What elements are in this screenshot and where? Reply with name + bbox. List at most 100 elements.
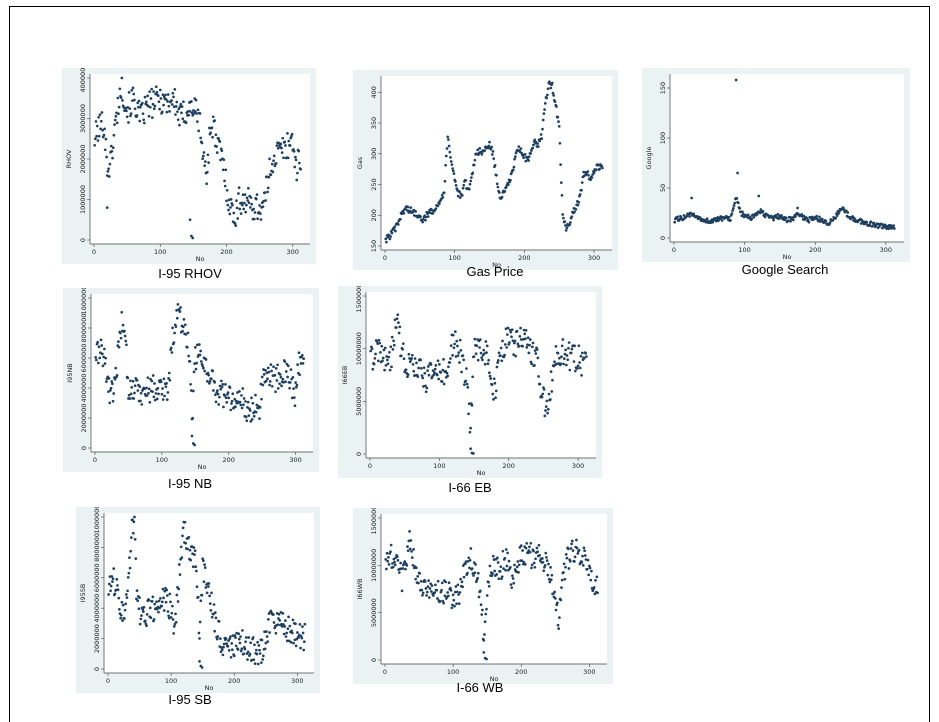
data-point — [151, 595, 155, 599]
data-point — [382, 348, 386, 352]
data-point — [227, 649, 231, 652]
data-point — [556, 351, 560, 355]
data-point — [521, 344, 524, 348]
data-point — [472, 574, 475, 577]
x-axis-label: No — [783, 253, 792, 261]
data-point — [248, 652, 252, 656]
data-point — [152, 618, 156, 621]
x-axis-label: No — [492, 261, 501, 269]
data-point — [395, 317, 399, 321]
data-point — [805, 216, 809, 220]
data-point — [151, 390, 154, 394]
data-point — [601, 166, 604, 170]
data-point — [469, 426, 472, 430]
data-point — [555, 362, 558, 366]
data-point — [871, 224, 874, 228]
data-point — [296, 363, 299, 366]
data-point — [187, 113, 191, 117]
data-point — [167, 104, 171, 108]
data-point — [171, 604, 174, 608]
data-point — [195, 361, 198, 365]
data-point — [124, 339, 128, 343]
data-point — [210, 126, 214, 130]
data-point — [176, 303, 180, 306]
data-point — [542, 112, 546, 115]
data-point — [170, 99, 173, 102]
data-point — [199, 349, 203, 353]
data-point — [241, 387, 245, 390]
data-point — [467, 412, 470, 416]
data-point — [465, 367, 468, 370]
data-point — [242, 207, 246, 211]
data-point — [294, 158, 298, 162]
data-point — [440, 193, 444, 197]
data-point — [292, 641, 295, 645]
data-point — [494, 389, 498, 393]
data-point — [208, 594, 211, 598]
data-point — [865, 220, 869, 224]
data-point — [286, 627, 290, 631]
data-point — [186, 547, 189, 551]
data-point — [174, 105, 178, 108]
data-point — [147, 114, 151, 118]
data-point — [464, 560, 468, 563]
data-point — [123, 617, 126, 620]
data-point — [250, 202, 254, 206]
x-tick-label: 200 — [503, 462, 515, 470]
data-point — [298, 373, 301, 377]
data-point — [570, 215, 574, 219]
data-point — [165, 594, 169, 597]
data-point — [487, 144, 491, 148]
data-point — [146, 376, 150, 380]
data-point — [406, 205, 410, 209]
data-point — [495, 572, 499, 576]
data-point — [232, 654, 236, 658]
data-point — [428, 211, 432, 215]
data-point — [579, 354, 583, 358]
data-point — [172, 632, 175, 635]
data-point — [584, 351, 588, 355]
data-point — [421, 376, 425, 380]
data-point — [427, 373, 431, 377]
data-point — [534, 352, 538, 355]
x-tick-label: 200 — [809, 246, 821, 254]
data-point — [549, 86, 553, 90]
data-point — [580, 374, 583, 377]
data-point — [249, 196, 253, 199]
data-point — [869, 220, 873, 224]
data-point — [284, 370, 288, 373]
data-point — [198, 637, 201, 640]
panel-google: 0 100 200 300 0 50 100 150 No Google — [642, 68, 910, 262]
data-point — [461, 585, 465, 589]
data-point — [100, 111, 104, 114]
data-point — [276, 146, 280, 150]
data-point — [145, 613, 149, 616]
data-point — [211, 115, 215, 119]
data-point — [220, 149, 224, 153]
data-point — [379, 351, 382, 354]
data-point — [461, 186, 465, 190]
data-point — [406, 549, 410, 553]
data-point — [272, 365, 275, 369]
y-tick-label: 8000000 — [93, 533, 101, 562]
data-point — [485, 657, 488, 661]
data-point — [226, 203, 230, 207]
data-point — [500, 575, 504, 579]
data-point — [112, 567, 116, 570]
data-point — [181, 329, 184, 333]
data-point — [125, 596, 129, 599]
data-point — [165, 588, 169, 592]
data-point — [491, 572, 494, 575]
data-point — [411, 362, 415, 366]
data-point — [517, 145, 521, 148]
data-point — [297, 149, 301, 153]
data-point — [204, 358, 208, 361]
data-point — [298, 161, 301, 165]
x-tick-label: 100 — [154, 248, 166, 256]
data-point — [289, 640, 293, 644]
data-point — [529, 152, 532, 155]
data-point — [518, 334, 522, 338]
data-point — [733, 201, 737, 205]
data-point — [407, 352, 411, 356]
data-point — [596, 591, 599, 595]
